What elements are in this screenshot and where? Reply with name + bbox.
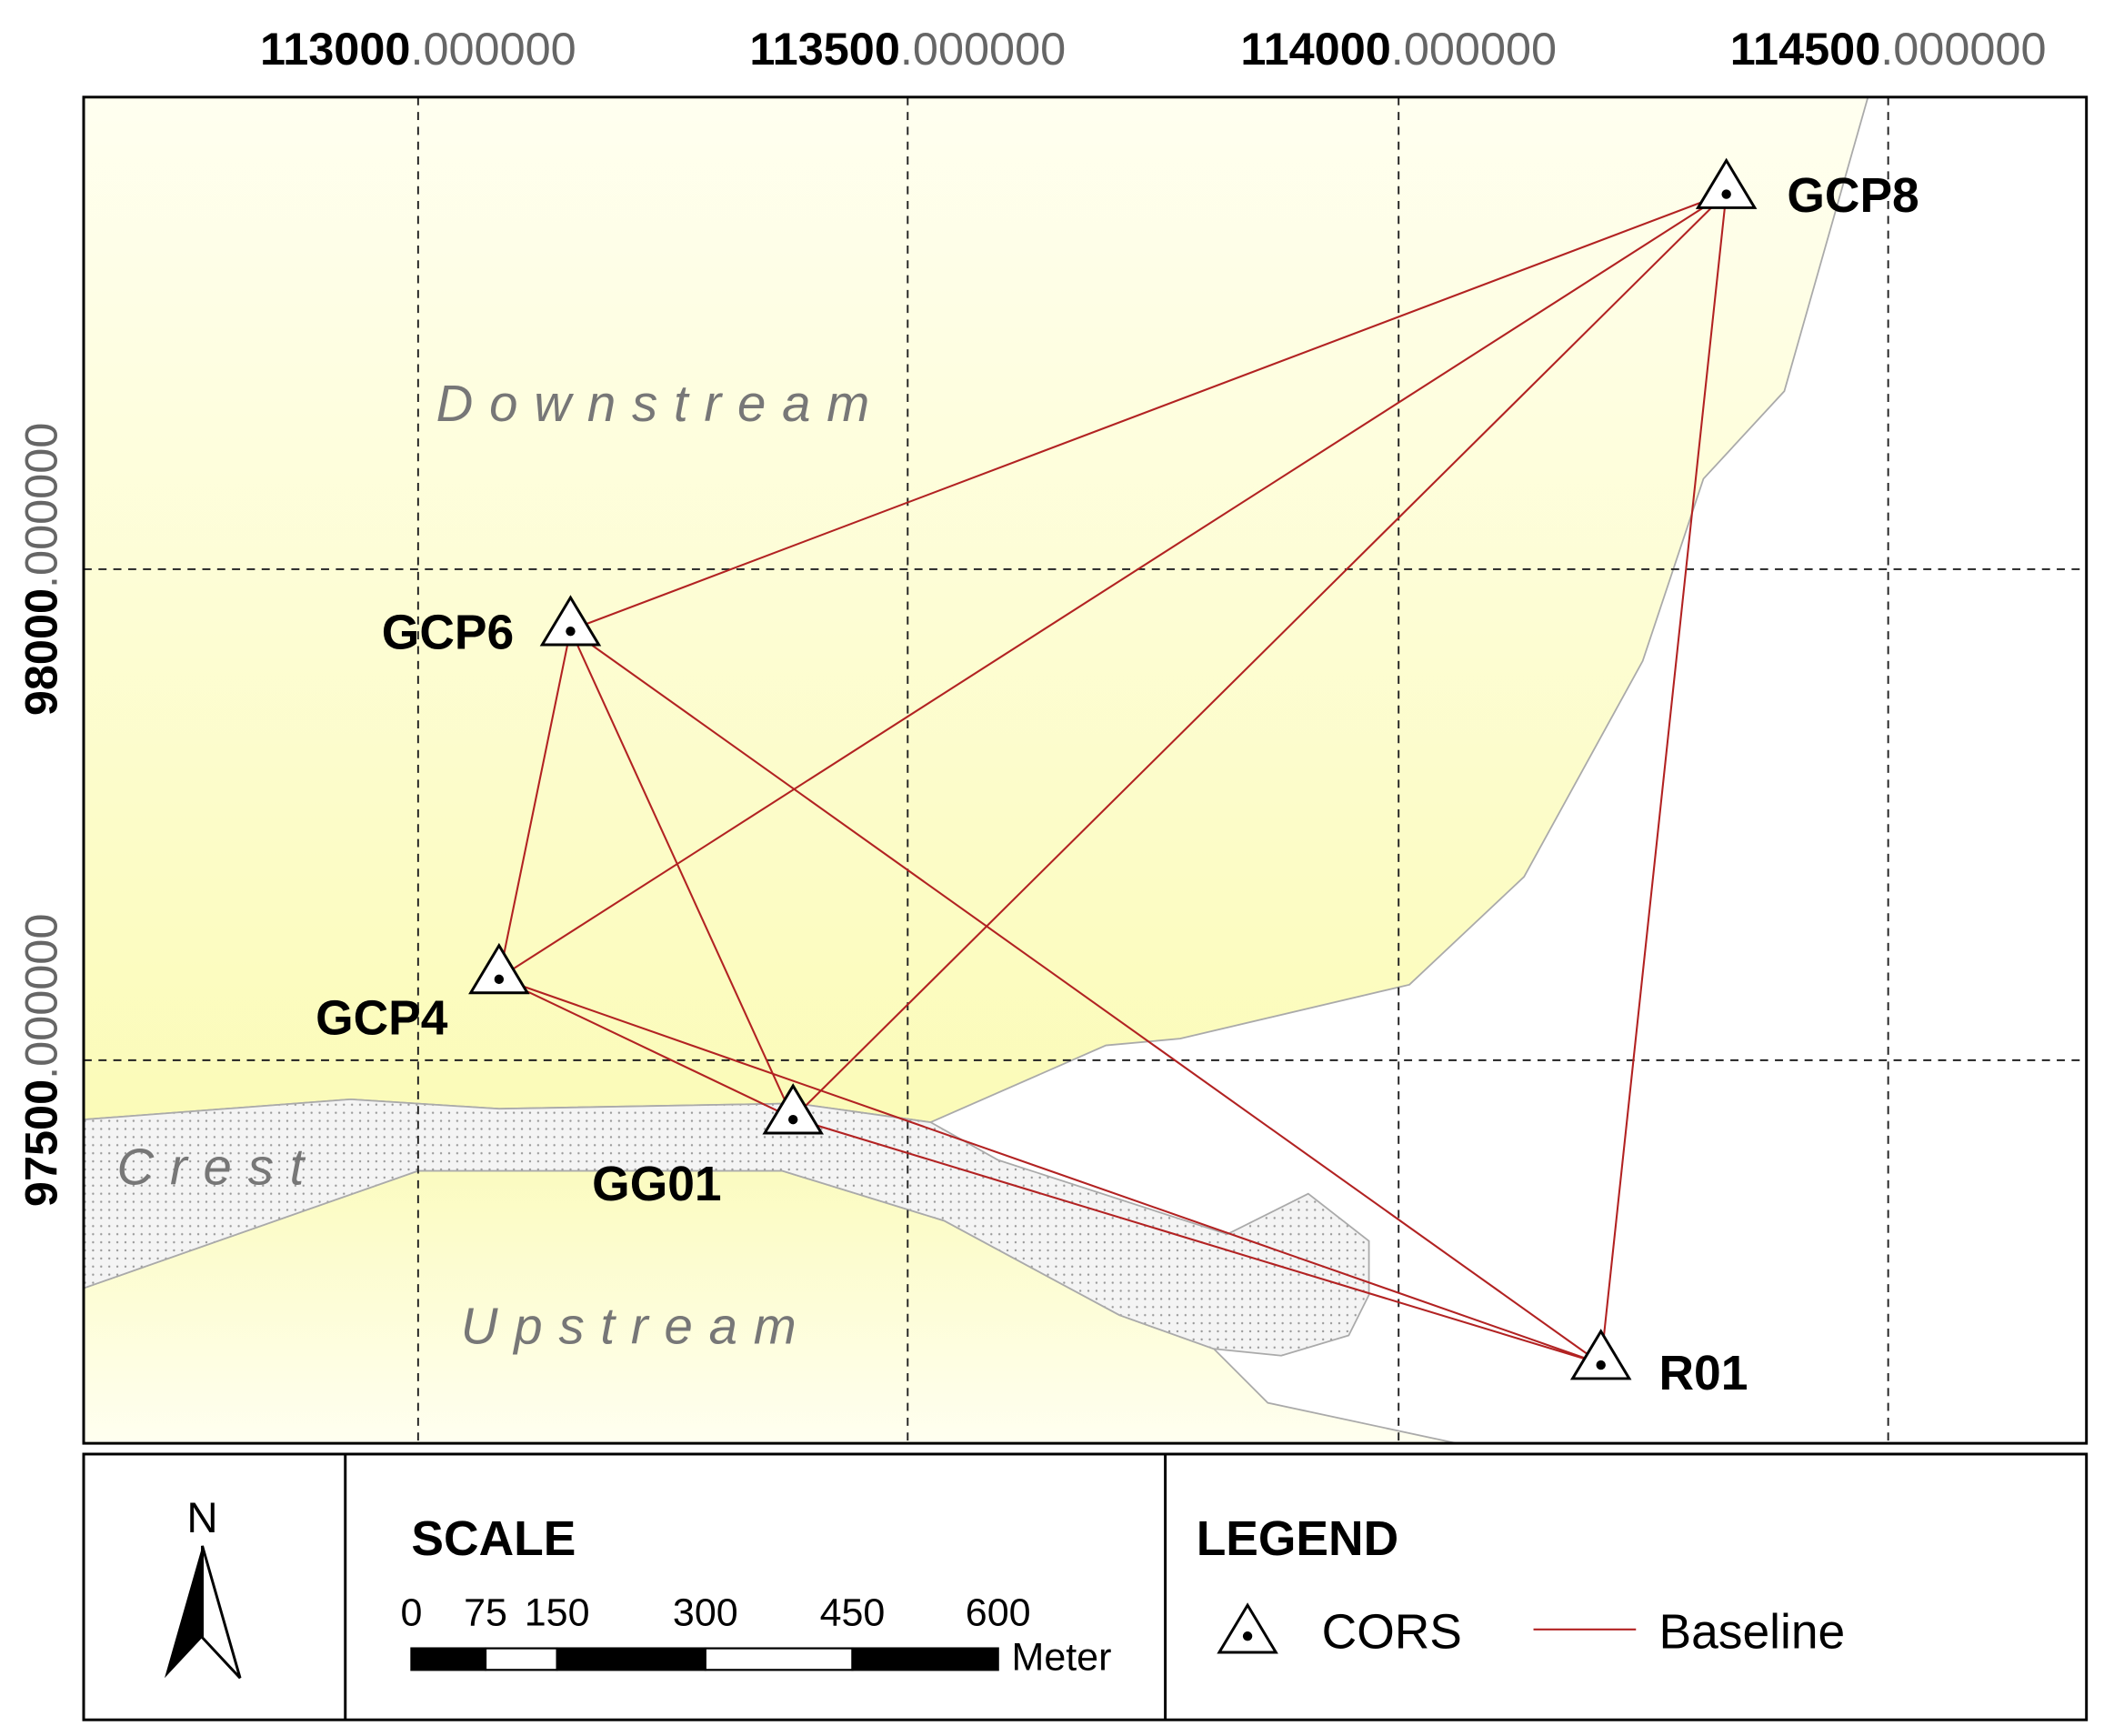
- tick-fraction: .000000: [900, 23, 1066, 75]
- station-dot: [494, 974, 505, 985]
- station-symbol: [468, 942, 530, 995]
- tick-whole: 114000: [1240, 23, 1390, 75]
- tick-fraction: .000000: [410, 23, 576, 75]
- station-dot: [1596, 1360, 1606, 1370]
- tick-fraction: .000000: [15, 423, 66, 588]
- tick-whole: 113500: [749, 23, 899, 75]
- legend-symbol: [1217, 1602, 1278, 1654]
- x-tick-label: 113500.000000: [749, 23, 1066, 75]
- north-arrow: [201, 1545, 242, 1680]
- station-label: GCP4: [316, 992, 448, 1046]
- tick-fraction: .000000: [1391, 23, 1557, 75]
- tick-whole: 97500: [15, 1079, 66, 1207]
- scale-segment: [410, 1647, 487, 1671]
- legend-label: CORS: [1322, 1606, 1462, 1660]
- baseline: [497, 629, 572, 978]
- scale-label: 450: [820, 1590, 886, 1634]
- north-arrow: [164, 1545, 203, 1679]
- station-symbol: [539, 595, 602, 647]
- y-tick-label: 98000.000000: [15, 423, 66, 716]
- x-ticks: 113000.000000 113500.000000 114000.000000 1…: [260, 23, 2047, 75]
- tick-fraction: .000000: [15, 914, 66, 1079]
- stations: GCP8 GCP6 GCP4 GG01 R01: [316, 157, 1919, 1400]
- baseline: [569, 629, 795, 1119]
- x-tick-label: 114000.000000: [1240, 23, 1557, 75]
- baseline: [498, 977, 794, 1119]
- map-frame: [82, 95, 2089, 1445]
- scale-segment: [484, 1647, 558, 1671]
- station-label: GG01: [592, 1158, 721, 1211]
- scale-label: 0: [400, 1590, 422, 1634]
- station-symbol: [1695, 157, 1758, 209]
- scale-label: 150: [525, 1590, 590, 1634]
- baseline: [498, 977, 1602, 1365]
- region-label: Upstream: [461, 1297, 813, 1354]
- station-symbol: [762, 1083, 824, 1135]
- tick-whole: 114500: [1730, 23, 1880, 75]
- info-panel: [82, 1452, 2089, 1721]
- map-body: GCP8 GCP6 GCP4 GG01 R01 Downstream Crest Ups…: [83, 96, 2087, 1444]
- x-tick-label: 113000.000000: [260, 23, 576, 75]
- grid: [83, 96, 2087, 1444]
- scale-unit: Meter: [1012, 1635, 1112, 1679]
- region-label: Crest: [116, 1138, 320, 1195]
- north-label: N: [186, 1494, 217, 1542]
- station-label: R01: [1658, 1347, 1748, 1400]
- legend-title: LEGEND: [1197, 1512, 1398, 1566]
- baseline: [569, 628, 1602, 1365]
- scale-label: 75: [464, 1590, 507, 1634]
- station-dot: [566, 626, 576, 637]
- scale-segment: [556, 1647, 706, 1671]
- station-label: GCP8: [1787, 169, 1919, 223]
- station-symbol: [1569, 1329, 1632, 1380]
- tick-whole: 98000: [15, 588, 66, 716]
- baseline: [570, 192, 1728, 631]
- station-dot: [788, 1114, 798, 1125]
- baseline: [792, 1117, 1602, 1365]
- x-tick-label: 114500.000000: [1730, 23, 2047, 75]
- scale-label: 600: [966, 1590, 1031, 1634]
- baselines: [497, 192, 1728, 1365]
- station-dot: [1721, 189, 1731, 199]
- legend-label: Baseline: [1658, 1606, 1845, 1660]
- y-tick-label: 97500.000000: [15, 914, 66, 1207]
- scale-bar: 0 75 150 300 450 600: [400, 1590, 1031, 1671]
- region-label: Downstream: [436, 375, 886, 432]
- legend-symbol: [1242, 1631, 1253, 1641]
- scale-label: 300: [673, 1590, 738, 1634]
- tick-fraction: .000000: [1880, 23, 2046, 75]
- scale-segment: [704, 1647, 854, 1671]
- baseline: [1599, 193, 1728, 1364]
- baseline: [792, 192, 1728, 1119]
- station-label: GCP6: [382, 606, 514, 659]
- scale-title: SCALE: [411, 1512, 576, 1566]
- scale-segment: [851, 1647, 999, 1671]
- tick-whole: 113000: [260, 23, 410, 75]
- baseline: [498, 192, 1728, 979]
